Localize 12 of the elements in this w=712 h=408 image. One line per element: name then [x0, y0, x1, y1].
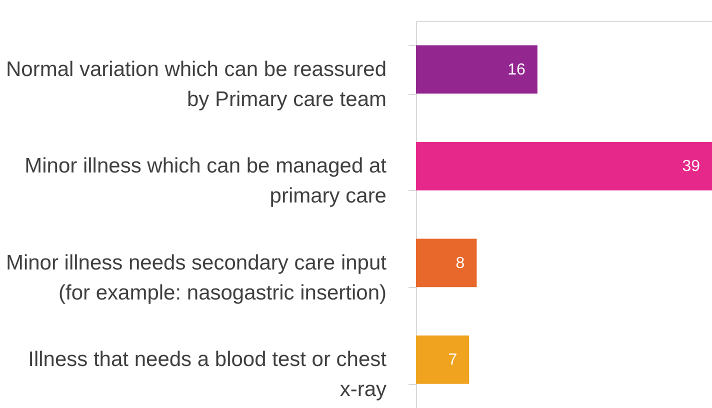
data-label: 39: [682, 158, 700, 176]
bar: [416, 335, 470, 384]
data-label: 16: [508, 61, 526, 78]
bar: [416, 238, 477, 288]
y-tick-label: Minor illness which can be managed at primary care: [24, 154, 387, 208]
bar: [416, 142, 712, 190]
y-tick-label: Normal variation which can be reassured by Primary care team: [6, 58, 386, 111]
data-label: 7: [448, 352, 458, 369]
bar: [416, 45, 538, 94]
y-tick-label: Minor illness needs secondary care input (for example: nasogastric insertion): [6, 251, 387, 304]
y-tick-label: Illness that needs a blood test or chest x-ray: [28, 348, 387, 402]
data-label: 8: [456, 254, 465, 272]
